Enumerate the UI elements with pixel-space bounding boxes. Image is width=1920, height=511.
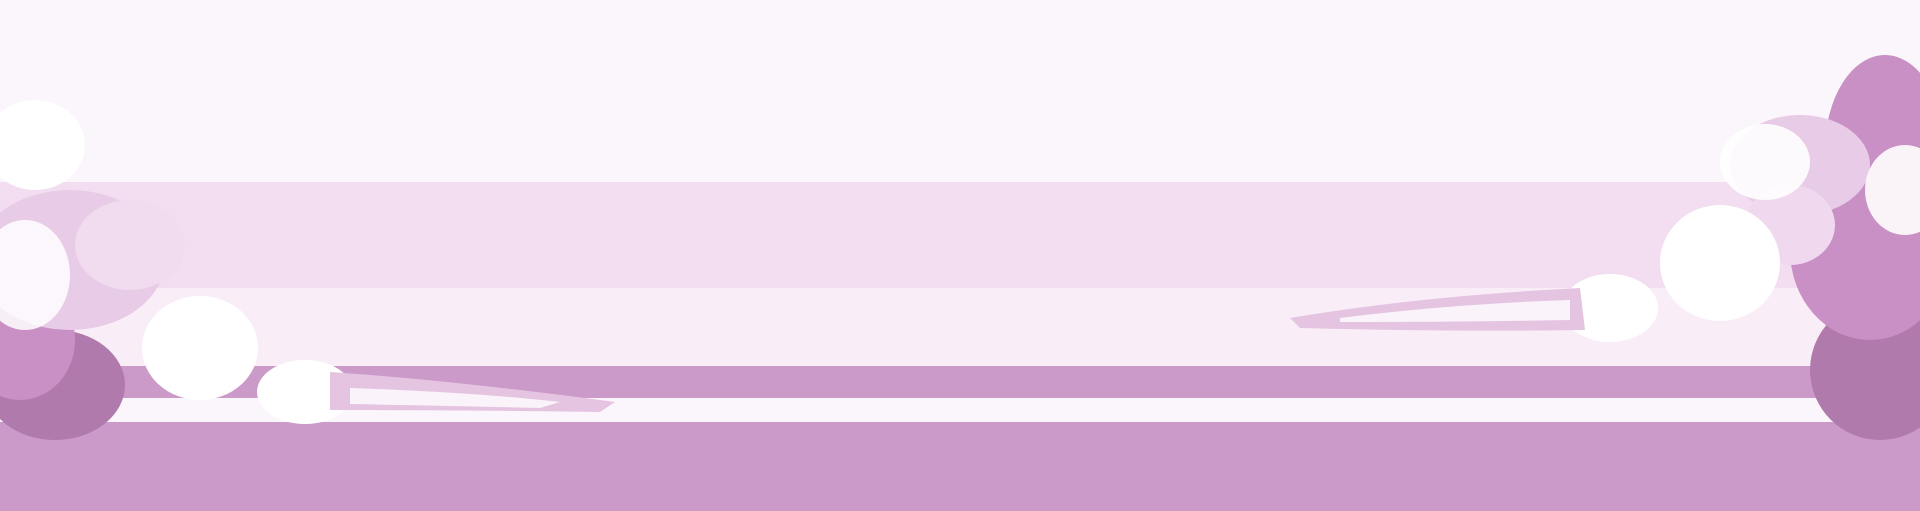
cloud-left-puff-top bbox=[0, 100, 85, 190]
cloud-left-puff-small bbox=[257, 360, 353, 424]
sky-band-light bbox=[0, 182, 1920, 288]
cloud-right-wisp-highlight bbox=[1340, 300, 1570, 322]
cloud-right-puff-edge bbox=[1865, 145, 1920, 235]
cloud-left-wisp-highlight bbox=[350, 388, 560, 408]
cloud-right-puff-large bbox=[1660, 205, 1780, 321]
cloud-left-puff-mid bbox=[0, 220, 70, 330]
cloud-left-icon bbox=[0, 100, 615, 440]
cloud-right-puff-upper bbox=[1720, 124, 1810, 200]
cloud-left-soft-blob-2 bbox=[75, 200, 185, 290]
cloud-right-puff-small bbox=[1562, 274, 1658, 342]
cloud-right-icon bbox=[1290, 55, 1920, 440]
sky-band-top bbox=[0, 0, 1920, 182]
cloud-left-puff-large bbox=[142, 296, 258, 400]
